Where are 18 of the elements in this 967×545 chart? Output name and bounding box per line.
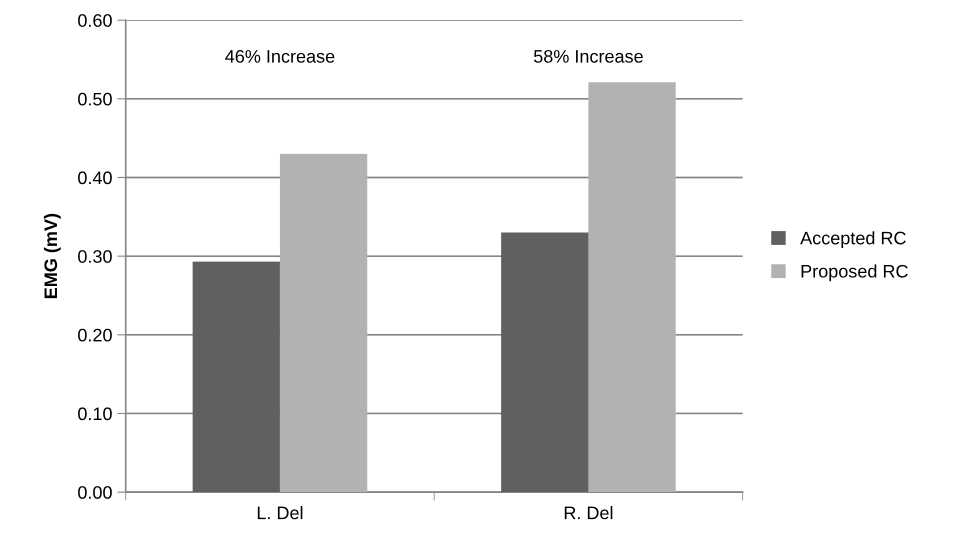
x-tick-label: R. Del xyxy=(564,506,612,520)
y-tick-label: 0.60 xyxy=(78,14,112,27)
bar xyxy=(588,82,676,492)
y-axis-title: EMG (mV) xyxy=(44,214,61,298)
y-tick-label: 0.10 xyxy=(78,407,112,420)
bar xyxy=(192,262,280,492)
bar xyxy=(280,154,368,492)
legend-label: Accepted RC xyxy=(800,231,906,248)
annotation: 58% Increase xyxy=(534,50,643,63)
annotation: 46% Increase xyxy=(225,50,334,63)
y-tick-label: 0.30 xyxy=(78,250,112,263)
y-tick-label: 0.00 xyxy=(78,486,112,499)
x-tick-label: L. Del xyxy=(258,506,302,520)
bar xyxy=(501,232,588,492)
legend-label: Proposed RC xyxy=(802,264,908,282)
y-tick-label: 0.50 xyxy=(78,92,112,106)
y-tick-label: 0.20 xyxy=(78,328,112,342)
y-tick-label: 0.40 xyxy=(78,171,112,184)
